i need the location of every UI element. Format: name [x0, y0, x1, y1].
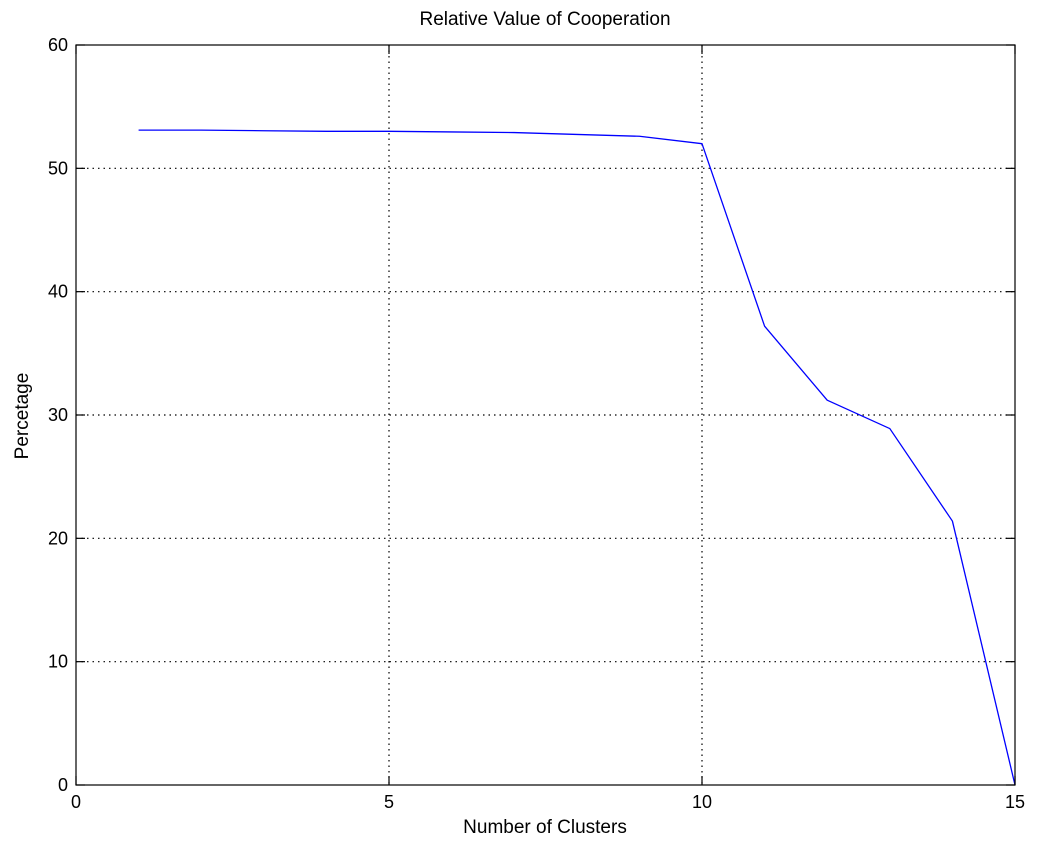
y-tick-label: 0	[58, 775, 68, 795]
y-tick-label: 40	[48, 282, 68, 302]
chart-title: Relative Value of Cooperation	[419, 9, 670, 30]
x-tick-label: 15	[1005, 792, 1025, 812]
tick-layer	[75, 44, 1016, 786]
x-axis-title: Number of Clusters	[463, 817, 627, 838]
y-axis-title: Percetage	[12, 373, 33, 460]
tick-label-layer: 0 5 10 15 0 10 20 30 40 50 60	[48, 35, 1025, 812]
y-tick-label: 30	[48, 405, 68, 425]
y-tick-label: 60	[48, 35, 68, 55]
x-tick-label: 5	[384, 792, 394, 812]
x-tick-label: 10	[692, 792, 712, 812]
series-line-0	[138, 129, 1016, 786]
y-tick-label: 50	[48, 158, 68, 178]
grid-layer	[76, 45, 1015, 785]
x-tick-label: 0	[71, 792, 81, 812]
series-layer	[138, 129, 1016, 786]
y-tick-label: 10	[48, 652, 68, 672]
y-tick-label: 20	[48, 528, 68, 548]
